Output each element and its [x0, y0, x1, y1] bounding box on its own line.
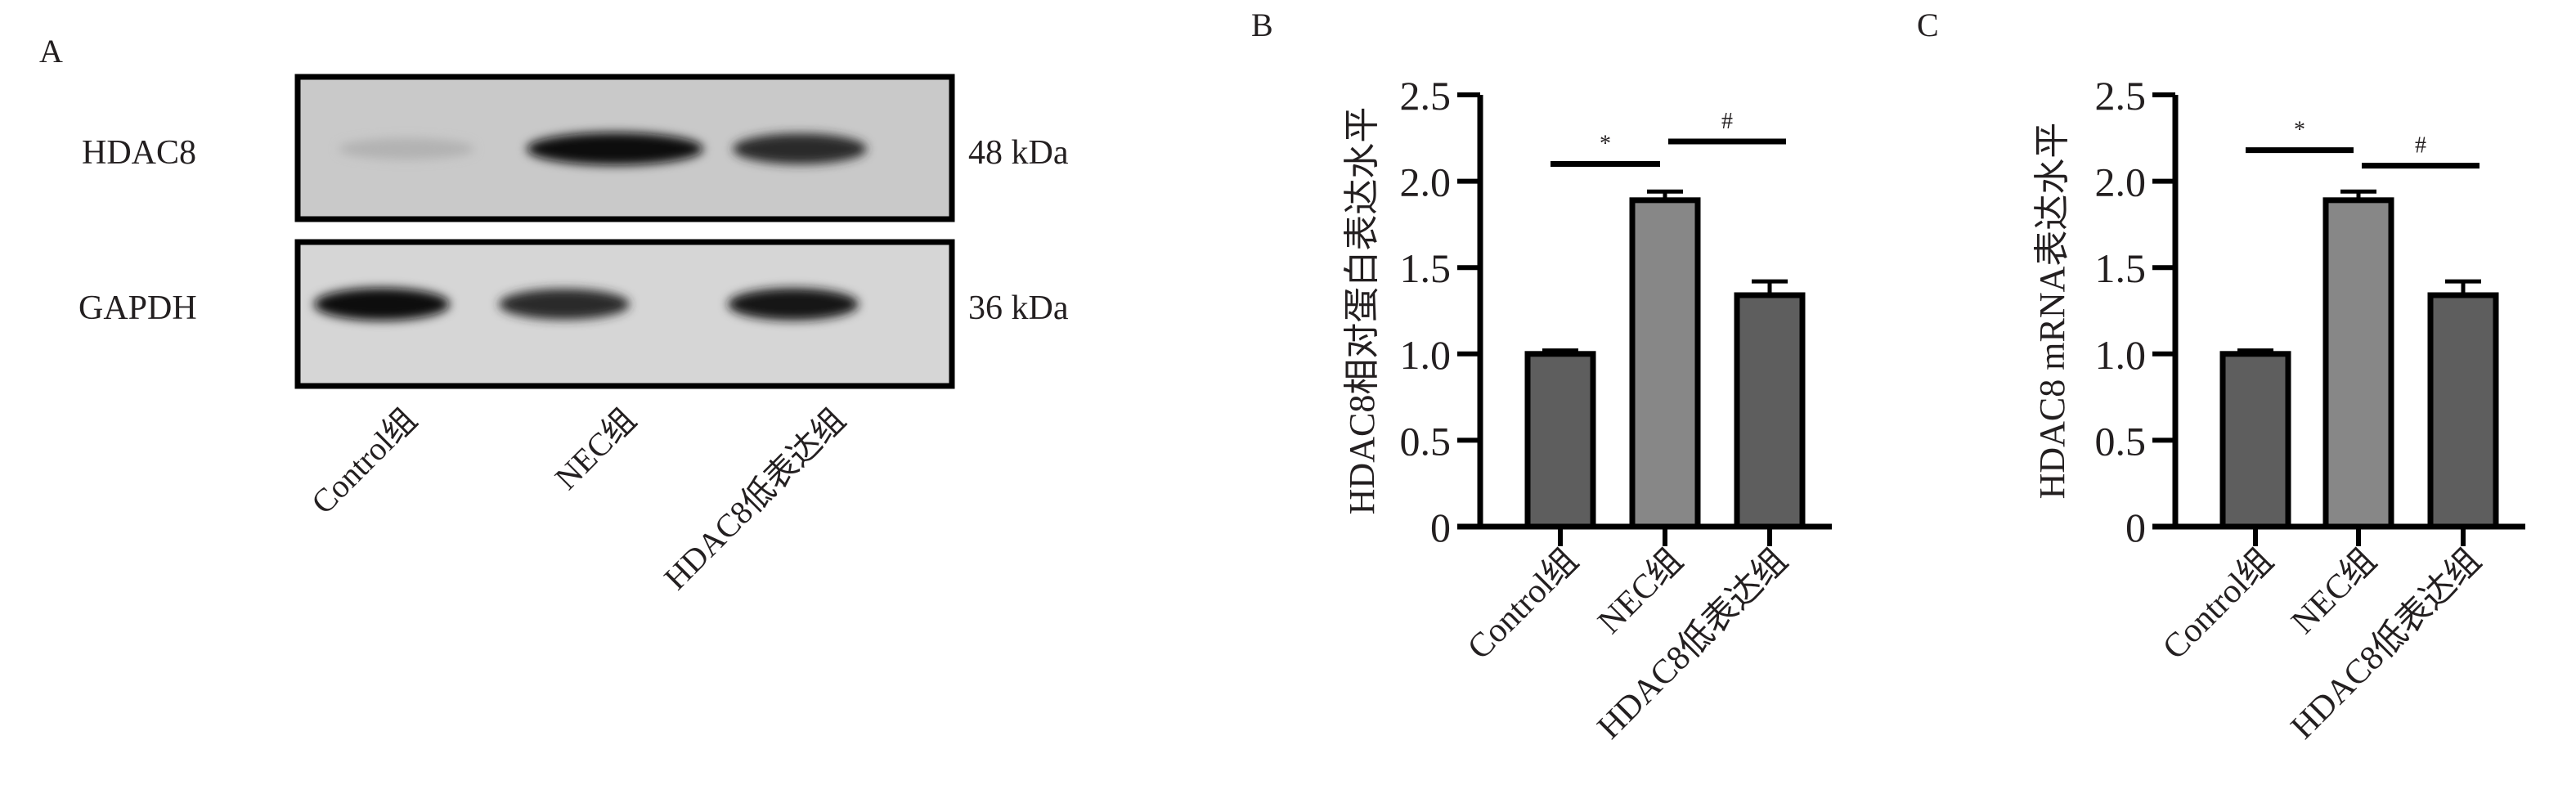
- blot-band: [499, 289, 630, 320]
- row-label-hdac8: HDAC8: [82, 134, 196, 172]
- significance-mark: *: [1600, 131, 1611, 156]
- x-tick-label: NEC组: [2284, 542, 2384, 642]
- blot-band: [527, 132, 703, 165]
- y-tick-label: 2.0: [2095, 159, 2147, 205]
- chart-c: C HDAC8 mRNA表达水平 0 0.5 1.0 1.5 2.0 2.5 Control组 N…: [1917, 7, 2525, 747]
- blot-band: [728, 288, 859, 321]
- x-tick-label: HDAC8低表达组: [2284, 542, 2488, 747]
- blot-band: [314, 288, 450, 321]
- y-tick-label: 2.5: [1400, 73, 1452, 119]
- y-axis-label: HDAC8相对蛋白表达水平: [1342, 107, 1382, 515]
- panel-label: B: [1251, 7, 1273, 43]
- y-tick-label: 1.5: [1400, 245, 1452, 291]
- lane-label-control: Control组: [304, 402, 424, 522]
- bar: [1629, 197, 1701, 530]
- x-tick-label: Control组: [2156, 542, 2281, 667]
- bar: [1524, 351, 1596, 530]
- y-tick-label: 1.5: [2095, 245, 2147, 291]
- panel-a-label: A: [39, 33, 63, 70]
- blot-band: [733, 133, 867, 164]
- panel-a: A HDAC8 GAPDH 48 kDa 36 kDa Control组 NEC…: [39, 33, 1069, 597]
- y-tick-label: 0.5: [1400, 418, 1452, 464]
- size-label-hdac8: 48 kDa: [968, 134, 1069, 172]
- row-label-gapdh: GAPDH: [79, 289, 197, 327]
- bar: [2219, 351, 2291, 530]
- x-tick-label: Control组: [1461, 542, 1586, 667]
- significance-mark: #: [2415, 133, 2426, 159]
- blot-band: [339, 138, 474, 159]
- y-tick-label: 0: [2125, 505, 2146, 550]
- y-tick-label: 1.0: [1400, 332, 1452, 378]
- y-axis-label: HDAC8 mRNA表达水平: [2032, 123, 2072, 500]
- bar: [2427, 292, 2499, 530]
- y-tick-label: 1.0: [2095, 332, 2147, 378]
- y-tick-label: 2.5: [2095, 73, 2147, 119]
- y-tick-label: 2.0: [1400, 159, 1452, 205]
- significance-mark: #: [1721, 109, 1733, 134]
- x-tick-label: HDAC8低表达组: [1591, 542, 1795, 747]
- lane-label-nec: NEC组: [548, 402, 644, 497]
- chart-b: B HDAC8相对蛋白表达水平 0 0.5 1.0 1.5 2.0 2.5 Control组 NE…: [1251, 7, 1832, 747]
- y-tick-label: 0.5: [2095, 418, 2147, 464]
- bar: [2322, 197, 2394, 530]
- panel-label: C: [1917, 7, 1939, 43]
- x-tick-label: NEC组: [1591, 542, 1690, 642]
- lane-label-hdac8-low: HDAC8低表达组: [657, 402, 852, 597]
- y-tick-label: 0: [1430, 505, 1451, 550]
- significance-mark: *: [2294, 118, 2305, 143]
- bar: [1734, 292, 1806, 530]
- size-label-gapdh: 36 kDa: [968, 289, 1069, 327]
